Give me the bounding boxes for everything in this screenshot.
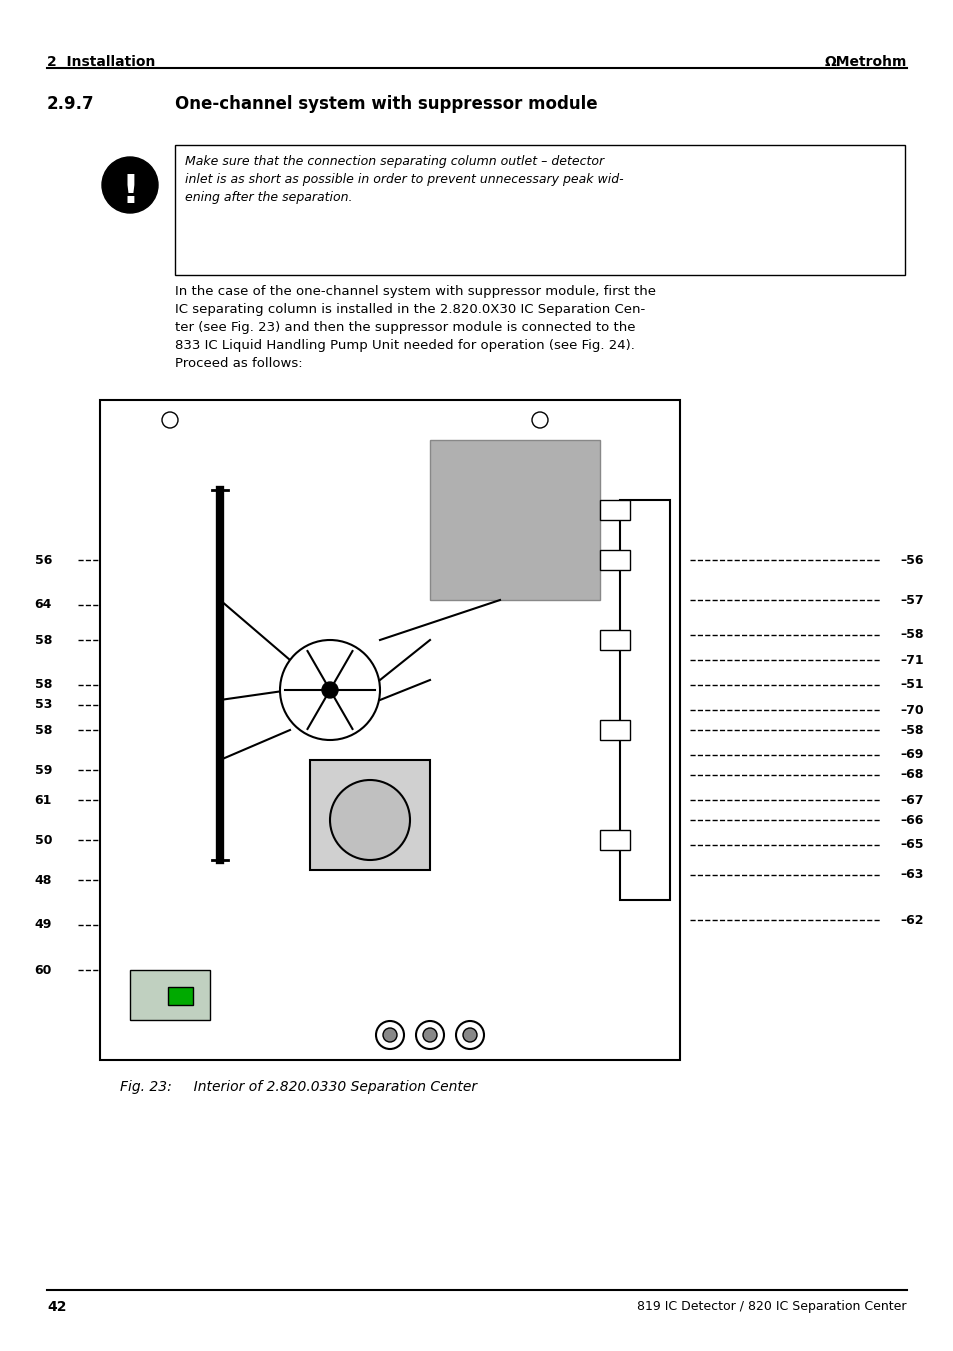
Text: !: !	[121, 173, 139, 211]
Text: –66: –66	[899, 813, 923, 827]
Circle shape	[532, 412, 547, 428]
Circle shape	[462, 1028, 476, 1042]
Circle shape	[322, 682, 337, 698]
Text: 53: 53	[34, 698, 52, 712]
Bar	[168, 988, 193, 1005]
Text: inlet is as short as possible in order to prevent unnecessary peak wid-: inlet is as short as possible in order t…	[185, 173, 623, 186]
Bar	[310, 761, 430, 870]
Text: 833 IC Liquid Handling Pump Unit needed for operation (see Fig. 24).: 833 IC Liquid Handling Pump Unit needed …	[174, 339, 634, 353]
Text: 61: 61	[34, 793, 52, 807]
Circle shape	[416, 1021, 443, 1048]
Circle shape	[422, 1028, 436, 1042]
Bar	[100, 400, 679, 1061]
Text: –58: –58	[899, 628, 923, 642]
Text: 58: 58	[34, 678, 52, 692]
Text: ΩMetrohm: ΩMetrohm	[823, 55, 906, 69]
Text: –57: –57	[899, 593, 923, 607]
Bar	[599, 630, 629, 650]
Text: ening after the separation.: ening after the separation.	[185, 190, 352, 204]
Text: –58: –58	[899, 724, 923, 736]
Text: 2.9.7: 2.9.7	[47, 95, 94, 113]
Bar	[599, 550, 629, 570]
Circle shape	[162, 412, 178, 428]
Text: Proceed as follows:: Proceed as follows:	[174, 357, 302, 370]
Text: One-channel system with suppressor module: One-channel system with suppressor modul…	[174, 95, 597, 113]
Text: –68: –68	[899, 769, 923, 781]
Text: 48: 48	[34, 874, 52, 886]
Text: –62: –62	[899, 913, 923, 927]
Circle shape	[375, 1021, 403, 1048]
Text: 60: 60	[34, 963, 52, 977]
Text: IC separating column is installed in the 2.820.0X30 IC Separation Cen-: IC separating column is installed in the…	[174, 303, 644, 316]
Text: In the case of the one-channel system with suppressor module, first the: In the case of the one-channel system wi…	[174, 285, 656, 299]
Circle shape	[456, 1021, 483, 1048]
Circle shape	[330, 780, 410, 861]
Text: –51: –51	[899, 678, 923, 692]
Text: –56: –56	[899, 554, 923, 566]
Text: 819 IC Detector / 820 IC Separation Center: 819 IC Detector / 820 IC Separation Cent…	[637, 1300, 906, 1313]
Text: –69: –69	[899, 748, 923, 762]
Text: 49: 49	[34, 919, 52, 931]
Bar	[130, 970, 210, 1020]
Text: 50: 50	[34, 834, 52, 847]
Text: 58: 58	[34, 724, 52, 736]
Text: Make sure that the connection separating column outlet – detector: Make sure that the connection separating…	[185, 155, 603, 168]
Text: –71: –71	[899, 654, 923, 666]
Text: –70: –70	[899, 704, 923, 716]
Text: 42: 42	[47, 1300, 67, 1315]
Text: 58: 58	[34, 634, 52, 647]
Circle shape	[280, 640, 379, 740]
Circle shape	[382, 1028, 396, 1042]
Text: –67: –67	[899, 793, 923, 807]
Text: –65: –65	[899, 839, 923, 851]
Text: 2  Installation: 2 Installation	[47, 55, 155, 69]
Bar	[599, 830, 629, 850]
Bar	[599, 500, 629, 520]
Text: Fig. 23:     Interior of 2.820.0330 Separation Center: Fig. 23: Interior of 2.820.0330 Separati…	[120, 1079, 476, 1094]
Bar	[599, 720, 629, 740]
Text: –63: –63	[899, 869, 923, 881]
Text: 59: 59	[34, 763, 52, 777]
Bar	[430, 440, 599, 600]
Text: 56: 56	[34, 554, 52, 566]
Circle shape	[102, 157, 158, 213]
Text: 64: 64	[34, 598, 52, 612]
Text: ter (see Fig. 23) and then the suppressor module is connected to the: ter (see Fig. 23) and then the suppresso…	[174, 322, 635, 334]
Bar	[619, 500, 669, 900]
FancyBboxPatch shape	[174, 145, 904, 276]
